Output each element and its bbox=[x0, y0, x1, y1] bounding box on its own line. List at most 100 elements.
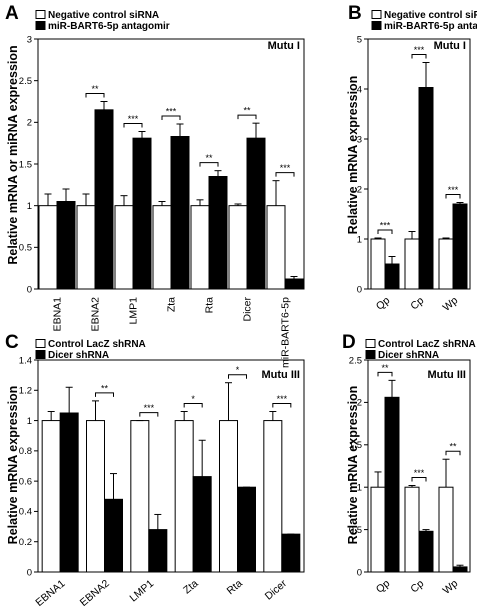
bar bbox=[263, 420, 283, 573]
significance-bracket bbox=[377, 229, 393, 234]
bar bbox=[152, 205, 172, 290]
panel-b: B Relative mRNA expression 0 1 2 3 4 5 Negative … bbox=[346, 3, 477, 314]
panel-c: C Relative mRNA expression 0 0.2 0.4 0.6 0.8 1 1… bbox=[5, 332, 305, 609]
bar bbox=[86, 420, 105, 573]
y-axis-label: Relative mRNA expression bbox=[346, 76, 360, 235]
bar bbox=[281, 533, 301, 573]
significance-label: *** bbox=[280, 163, 291, 173]
significance-bracket bbox=[183, 402, 203, 408]
y-tick-label: 1.4 bbox=[19, 355, 32, 366]
y-tick-label: 1.5 bbox=[349, 440, 362, 451]
x-tick-label: Dicer bbox=[242, 297, 254, 322]
bar bbox=[266, 205, 286, 290]
legend-swatch bbox=[35, 350, 46, 359]
legend-entry: Dicer shRNA bbox=[378, 350, 439, 361]
x-tick-label: LMP1 bbox=[128, 297, 140, 325]
x-tick-label: Zta bbox=[166, 297, 178, 312]
bar bbox=[114, 205, 134, 290]
legend-entry: Negative control siRNA bbox=[48, 10, 159, 21]
bar bbox=[219, 420, 238, 573]
y-tick-label: 1 bbox=[27, 201, 32, 212]
y-tick-label: 1 bbox=[27, 416, 32, 427]
significance-label: * bbox=[191, 394, 195, 404]
y-tick-label: 3 bbox=[357, 134, 362, 145]
y-tick-label: 2.5 bbox=[19, 76, 32, 87]
y-axis-label: Relative mRNA or miRNA expression bbox=[6, 45, 20, 264]
legend-entry: Dicer shRNA bbox=[48, 350, 109, 361]
significance-label: *** bbox=[128, 114, 139, 124]
y-tick-label: 1 bbox=[357, 234, 362, 245]
y-tick-label: 0.8 bbox=[19, 446, 32, 457]
significance-bracket bbox=[161, 115, 181, 120]
significance-label: *** bbox=[380, 221, 391, 231]
panel-a: A Relative mRNA or miRNA expression 0 0.5 1 1… bbox=[5, 3, 305, 368]
x-tick-label: EBNA2 bbox=[90, 297, 102, 332]
x-tick-label: Rta bbox=[204, 297, 216, 314]
significance-label: *** bbox=[414, 468, 425, 478]
y-tick-label: 3 bbox=[27, 34, 32, 45]
bar bbox=[418, 87, 434, 290]
y-tick-label: 0.5 bbox=[19, 243, 32, 254]
y-tick-label: 2 bbox=[27, 118, 32, 129]
legend-entry: miR-BART6-5p antagomir bbox=[48, 21, 170, 32]
bar bbox=[59, 412, 79, 573]
y-tick-label: 2 bbox=[357, 184, 362, 195]
y-tick-label: 4 bbox=[357, 84, 362, 95]
y-tick-label: 2.5 bbox=[349, 355, 362, 366]
significance-label: *** bbox=[448, 185, 459, 195]
legend-entry: miR-BART6-5p antagomir bbox=[384, 21, 477, 32]
x-tick-label: Wp bbox=[441, 294, 461, 313]
cell-line-label: Mutu III bbox=[428, 369, 467, 381]
significance-label: ** bbox=[381, 363, 389, 373]
legend-swatch bbox=[371, 10, 382, 19]
plot-frame bbox=[37, 359, 305, 573]
bar bbox=[208, 176, 228, 290]
y-tick-label: 1.5 bbox=[19, 159, 32, 170]
y-tick-label: 5 bbox=[357, 34, 362, 45]
panel-letter: A bbox=[5, 3, 19, 24]
bar bbox=[384, 263, 400, 290]
legend-entry: Control LacZ shRNA bbox=[378, 339, 476, 350]
bar bbox=[438, 238, 454, 290]
significance-bracket bbox=[445, 194, 461, 199]
bar bbox=[104, 498, 123, 573]
bar bbox=[174, 420, 194, 573]
x-tick-label: EBNA2 bbox=[78, 577, 112, 608]
bar bbox=[132, 137, 152, 290]
x-tick-label: LMP1 bbox=[127, 577, 156, 604]
legend-swatch bbox=[365, 339, 376, 348]
significance-label: ** bbox=[243, 106, 251, 116]
y-tick-label: 1 bbox=[357, 483, 362, 494]
significance-label: ** bbox=[205, 153, 213, 163]
bar bbox=[370, 238, 386, 290]
legend-swatch bbox=[365, 350, 376, 359]
x-tick-label: Qp bbox=[374, 294, 393, 312]
x-tick-label: Qp bbox=[374, 577, 393, 595]
y-tick-label: 0.4 bbox=[19, 507, 32, 518]
legend-swatch bbox=[35, 21, 46, 30]
bar bbox=[418, 530, 434, 573]
significance-bracket bbox=[445, 450, 461, 456]
significance-bracket bbox=[411, 54, 427, 59]
bar bbox=[94, 109, 114, 290]
x-tick-label: Dicer bbox=[263, 577, 290, 602]
bar bbox=[452, 203, 468, 290]
y-axis-label: Relative mRNA expression bbox=[346, 386, 360, 545]
x-tick-label: Wp bbox=[441, 577, 461, 596]
significance-bracket bbox=[272, 402, 292, 408]
significance-bracket bbox=[411, 477, 427, 482]
significance-bracket bbox=[275, 172, 295, 177]
bar bbox=[370, 486, 386, 573]
x-tick-label: Zta bbox=[181, 577, 200, 596]
significance-label: ** bbox=[449, 442, 457, 452]
bar bbox=[148, 529, 168, 573]
y-tick-label: 2 bbox=[357, 398, 362, 409]
significance-bracket bbox=[123, 123, 143, 128]
y-tick-label: 0 bbox=[357, 284, 362, 295]
legend-swatch bbox=[35, 339, 46, 348]
significance-label: ** bbox=[91, 84, 99, 94]
